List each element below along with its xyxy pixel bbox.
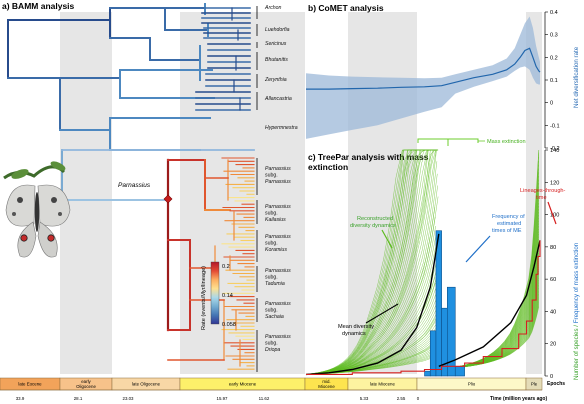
panel-c-title-1: c) TreePar analysis with mass (308, 152, 429, 162)
epoch-label-0: late Eocene (18, 382, 42, 387)
ltt-pointer (547, 201, 557, 225)
epoch-label-7: Ple (531, 382, 538, 387)
frequency-label-1: Frequency of (492, 214, 525, 220)
epoch-label-1: early Oligocene (76, 379, 96, 389)
subgenus-label-2: Parnassius subg. Koramius (265, 234, 291, 253)
time-tick-7: 0 (417, 396, 420, 401)
treepar-ytick-0: 0 (550, 374, 553, 380)
subgenus-label-3: Parnassius subg. Tadumia (265, 268, 291, 287)
reconstructed-label-2: diversity dynamics (350, 223, 396, 229)
ltt-label-2: time (536, 195, 547, 201)
rate-tick-low: 0.058 (222, 322, 236, 328)
node-label-parnassius: Parnassius (118, 182, 151, 189)
frequency-label-2: estimated (497, 221, 521, 227)
me-histogram-bar-0 (424, 370, 431, 377)
node-marker (163, 194, 173, 204)
treepar-ytick-3: 60 (550, 277, 556, 283)
mean-label-2: dynamics (342, 331, 366, 337)
treepar-ytick-6: 120 (550, 180, 559, 186)
rate-tick-high: 0.2 (222, 264, 230, 270)
comet-y-axis: -0.2 -0.1 0 0.1 0.2 0.3 0.4 (544, 10, 560, 152)
treepar-ytick-7: 140 (550, 148, 559, 154)
epochs-bar: late Eocene early Oligocene late Oligocene e… (0, 377, 543, 391)
panel-a-title: a) BAMM analysis (2, 1, 75, 11)
comet-plot (306, 16, 541, 139)
subgenus-label-1: Parnassius subg. Kailasius (265, 204, 291, 223)
me-histogram-bar-2 (435, 230, 442, 377)
mean-pointer (365, 303, 399, 324)
me-histogram-bar-4 (447, 286, 456, 377)
epoch-label-4: mid. Miocene (318, 379, 335, 389)
comet-ci-band (306, 16, 540, 139)
epochs-header: Epochs (547, 381, 565, 387)
reconstructed-label-1: Reconstructed (357, 216, 393, 222)
rate-colorbar (210, 261, 220, 325)
subgenus-label-5: Parnassius subg. Driopa (265, 334, 291, 353)
bamm-tree (7, 3, 255, 370)
comet-ytick-4: 0.2 (550, 55, 558, 61)
time-tick-6: 2.55 (397, 396, 406, 401)
rate-tick-mid: 0.14 (222, 293, 233, 299)
mass-extinction-label: Mass extinction (487, 139, 526, 145)
time-tick-4: 11.62 (259, 396, 270, 401)
period-stripe-0 (60, 12, 112, 374)
treepar-ytick-5: 100 (550, 213, 559, 219)
frequency-label-3: times of ME (492, 228, 522, 234)
treepar-ytick-1: 20 (550, 342, 556, 348)
epoch-label-2: late Oligocene (132, 382, 161, 387)
time-axis-label: Time (million years ago) (490, 396, 547, 402)
comet-ytick-1: -0.1 (550, 123, 560, 129)
mean-diversity-line-pre (305, 233, 440, 376)
epoch-label-3: early Miocene (229, 382, 257, 387)
ltt-step-line (306, 240, 541, 375)
comet-ytick-2: 0 (550, 101, 553, 107)
mean-diversity-line-post (438, 240, 541, 367)
reconstructed-pointer (381, 229, 393, 249)
time-tick-1: 28.1 (74, 396, 83, 401)
comet-ytick-5: 0.3 (550, 33, 558, 39)
comet-ytick-0: -0.2 (550, 146, 560, 152)
taxon-label-6: Hypermnestra (265, 125, 298, 131)
comet-ytick-3: 0.1 (550, 78, 558, 84)
treepar-plot (305, 149, 541, 377)
comet-ytick-6: 0.4 (550, 10, 558, 16)
time-tick-5: 5.33 (360, 396, 369, 401)
time-tick-3: 15.97 (217, 396, 229, 401)
time-axis: 33.9 28.1 23.03 15.97 11.62 5.33 2.55 0 (16, 396, 420, 401)
taxon-label-1: Luehdorfia (265, 27, 290, 33)
treepar-ylabel: Number of species / Frequency of mass ex… (573, 242, 580, 380)
panel-b-title: b) CoMET analysis (308, 3, 384, 13)
taxon-label-2: Sericinus (265, 41, 287, 47)
epoch-label-5: late Miocene (370, 382, 395, 387)
mean-label-1: Mean diversity (338, 324, 374, 330)
subgenus-label-0: Parnassius subg. Parnassius (265, 166, 291, 185)
taxa-labels: Archon Luehdorfia Sericinus Bhutanitis Zeryn… (256, 5, 298, 372)
time-tick-0: 33.9 (16, 396, 25, 401)
comet-ylabel: Net diversification rate (573, 46, 580, 108)
comet-rate-line (306, 47, 541, 90)
rate-legend: Rate (events/Myr/lineage) 0.2 0.14 0.058 (201, 261, 236, 330)
me-histogram-bar-5 (454, 366, 465, 377)
subgenus-label-4: Parnassius subg. Sachaia (265, 301, 291, 320)
panel-c-title-2: extinction (308, 162, 348, 172)
annotations: Mass extinction Reconstructed diversity … (338, 138, 566, 337)
taxon-label-0: Archon (264, 5, 282, 11)
period-stripes (60, 12, 542, 374)
taxon-label-4: Zerynthia (264, 77, 287, 83)
ltt-label-1: Lineages-through- (520, 188, 566, 194)
taxon-label-5: Allancastria (264, 96, 292, 102)
treepar-y-axis: 0 20 40 60 80 100 120 140 (544, 148, 559, 380)
rate-legend-title: Rate (events/Myr/lineage) (201, 266, 207, 330)
taxon-label-3: Bhutanitis (265, 57, 288, 63)
treepar-ytick-2: 40 (550, 309, 556, 315)
epoch-label-6: Plio (468, 382, 476, 387)
time-tick-2: 23.03 (123, 396, 135, 401)
butterfly-illustration (3, 161, 71, 258)
frequency-pointer (465, 235, 491, 263)
treepar-ytick-4: 80 (550, 245, 556, 251)
